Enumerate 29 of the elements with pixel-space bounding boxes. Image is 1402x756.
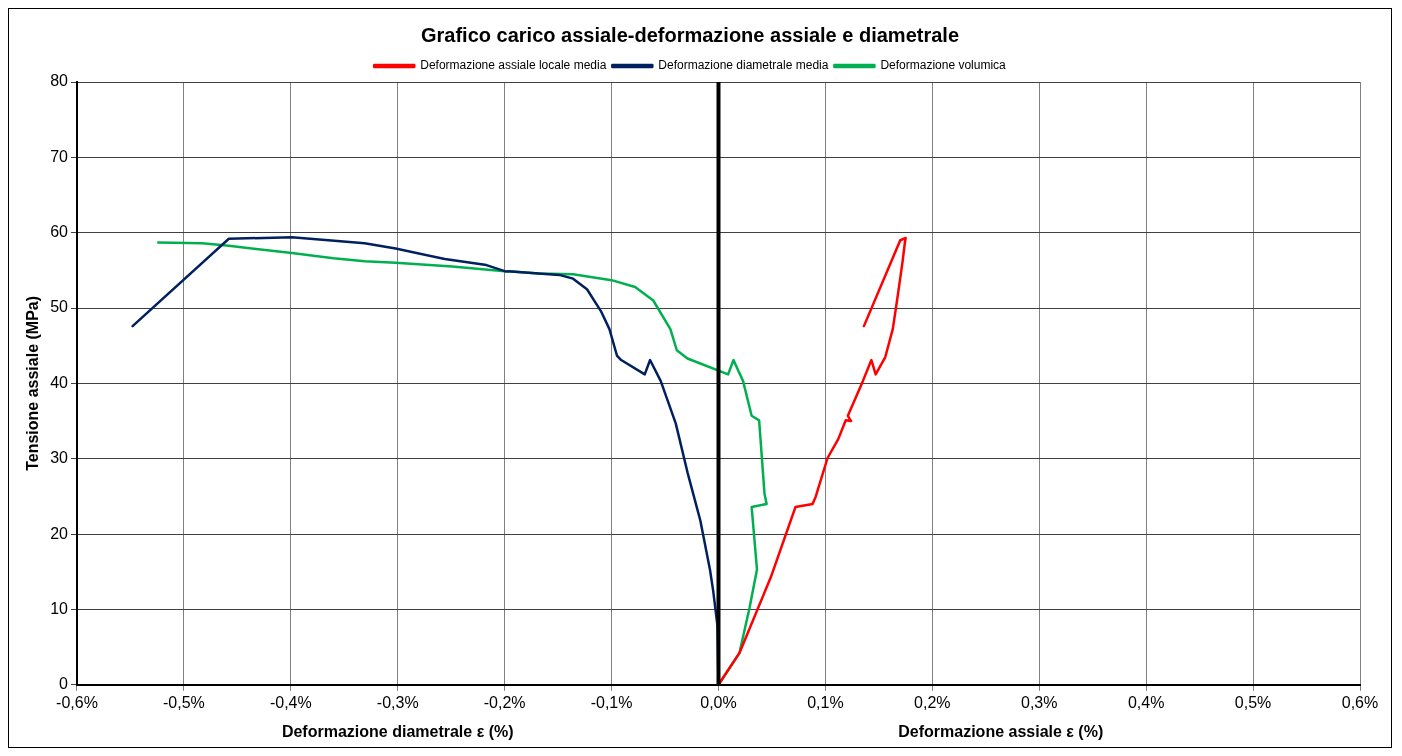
x-tick-label: 0,3% [1021,693,1058,711]
text: Deformazione assiale ε (%) [898,722,1104,740]
y-tick-label: 80 [50,72,69,90]
y-tick-label: 20 [50,524,69,542]
x-tick-label: -0,4% [269,693,312,711]
x-tick-label: 0,2% [914,693,951,711]
y-tick-label: 50 [50,298,69,316]
legend-label: Deformazione assiale locale media [420,58,607,73]
legend-label: Deformazione volumica [880,58,1007,73]
chart-title: Grafico carico assiale-deformazione assiale e diametrale [420,23,960,46]
y-tick-label: 0 [59,675,69,693]
y-tick-label: 10 [50,599,69,617]
x-tick-label: -0,2% [483,693,526,711]
x-tick-label: 0,5% [1234,693,1272,711]
x-axis-title: Deformazione diametrale ε (%) [281,722,514,740]
x-tick-label: 0,6% [1341,693,1379,711]
x-tick-label: 0,0% [700,693,737,711]
x-tick-label: -0,3% [376,693,419,711]
x-tick-label: -0,1% [590,693,633,711]
x-tick-label: 0,1% [807,693,844,711]
y-tick-label: 40 [50,373,69,391]
x-tick-label: -0,6% [56,693,98,711]
legend-label: Deformazione diametrale media [658,58,829,73]
y-tick-label: 70 [50,147,69,165]
y-tick-label: 60 [50,223,69,241]
y-tick-label: 30 [50,449,69,467]
x-tick-label: 0,4% [1127,693,1165,711]
y-axis-title: Tensione assiale (MPa) [24,295,42,471]
x-tick-label: -0,5% [163,693,205,711]
